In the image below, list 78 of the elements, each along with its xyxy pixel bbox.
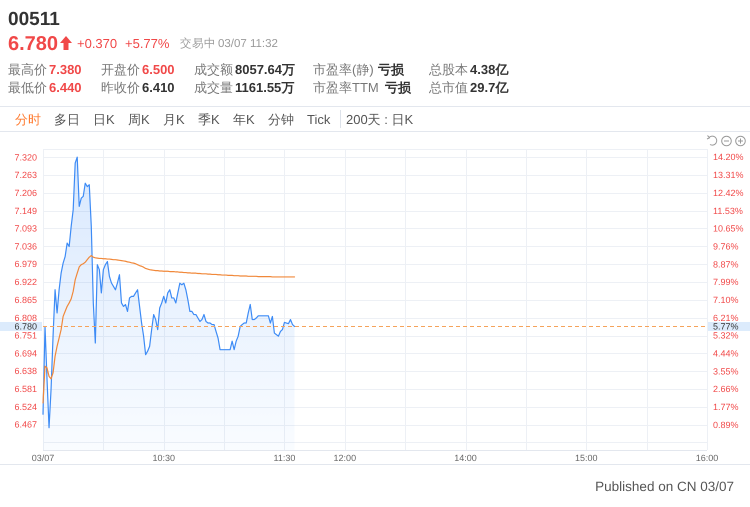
- x-tick-label: 14:00: [454, 453, 477, 463]
- text: 5.77%: [713, 322, 739, 332]
- text: 市盈率TTM: [313, 80, 379, 95]
- y2-tick-label: 1.77%: [713, 402, 739, 412]
- y-tick-label: 7.263: [14, 170, 37, 180]
- text: 昨收价: [101, 80, 140, 95]
- text: 亏损: [377, 62, 405, 77]
- text: 日K: [93, 112, 115, 127]
- y-tick-label: 6.581: [14, 384, 37, 394]
- text: 4.38亿: [470, 62, 510, 77]
- text: 开盘价: [101, 62, 140, 77]
- y2-tick-label: 14.20%: [713, 152, 744, 162]
- y-tick-label: 6.467: [14, 420, 37, 430]
- y-tick-label: 6.922: [14, 277, 37, 288]
- y-tick-label: 7.206: [14, 188, 37, 198]
- text: 交易中: [180, 36, 216, 50]
- y2-tick-label: 4.44%: [713, 348, 739, 358]
- y-tick-label: 6.808: [14, 312, 37, 323]
- y-tick-label: 6.751: [14, 330, 37, 341]
- text: 年K: [233, 112, 255, 127]
- text: 分时: [15, 112, 41, 127]
- chart-title: 00511: [8, 9, 60, 30]
- text: 总股本: [428, 62, 468, 77]
- y-tick-label: 6.694: [14, 348, 37, 359]
- y2-tick-label: 0.89%: [713, 420, 739, 430]
- ref-line-label: 6.780: [14, 322, 37, 332]
- x-tick-label: 15:00: [575, 453, 598, 463]
- y2-tick-label: 5.32%: [713, 330, 739, 341]
- y2-tick-label: 12.42%: [713, 188, 744, 198]
- y-tick-label: 6.638: [14, 366, 37, 376]
- y-tick-label: 7.036: [14, 241, 37, 252]
- text: 6.440: [49, 80, 82, 95]
- y2-tick-label: 7.10%: [713, 294, 739, 305]
- text: 1161.55万: [235, 80, 294, 95]
- x-tick-label: 11:30: [274, 453, 296, 463]
- text: Tick: [307, 112, 331, 127]
- y-tick-label: 6.865: [14, 294, 37, 305]
- text: 成交量: [194, 80, 233, 95]
- text: 多日: [54, 112, 80, 127]
- y2-tick-label: 3.55%: [713, 366, 739, 376]
- text: 市盈率(静): [313, 62, 374, 77]
- text: 6.410: [142, 80, 175, 95]
- y-tick-label: 7.093: [14, 223, 37, 234]
- y-tick-label: 7.320: [14, 152, 37, 162]
- chart-subtitle: 6.780: [8, 33, 58, 55]
- y2-tick-label: 2.66%: [713, 384, 739, 394]
- x-tick-label: 16:00: [696, 453, 718, 463]
- text: +0.370: [77, 36, 118, 51]
- text: 8057.64万: [235, 62, 295, 77]
- y2-tick-label: 8.87%: [713, 259, 739, 270]
- text: 29.7亿: [470, 80, 510, 95]
- y2-tick-label: 9.76%: [713, 241, 739, 252]
- y2-tick-label: 7.99%: [713, 277, 739, 288]
- y-tick-label: 6.979: [14, 259, 37, 270]
- text: 最低价: [8, 80, 47, 95]
- y2-tick-label: 6.21%: [713, 312, 739, 323]
- text: 总市值: [428, 80, 468, 95]
- text: 6.500: [142, 62, 175, 77]
- y-tick-label: 7.149: [14, 206, 37, 216]
- x-tick-label: 10:30: [152, 453, 175, 463]
- y2-tick-label: 11.53%: [713, 206, 743, 216]
- x-tick-label: 03/07: [32, 453, 54, 463]
- text: 200天 : 日K: [346, 112, 414, 127]
- text: Published on CN 03/07: [595, 479, 734, 494]
- text: 7.380: [49, 62, 82, 77]
- text: 最高价: [8, 62, 47, 77]
- x-tick-label: 12:00: [334, 453, 356, 463]
- text: 周K: [128, 112, 150, 127]
- y2-tick-label: 10.65%: [713, 224, 744, 234]
- text: 季K: [198, 112, 220, 127]
- text: 03/07 11:32: [218, 38, 278, 50]
- text: 分钟: [268, 112, 294, 127]
- text: +5.77%: [125, 36, 170, 51]
- text: 月K: [163, 112, 185, 127]
- y2-tick-label: 13.31%: [713, 170, 744, 180]
- text: 亏损: [384, 80, 412, 95]
- text: 成交额: [194, 62, 233, 77]
- y-tick-label: 6.524: [14, 402, 37, 412]
